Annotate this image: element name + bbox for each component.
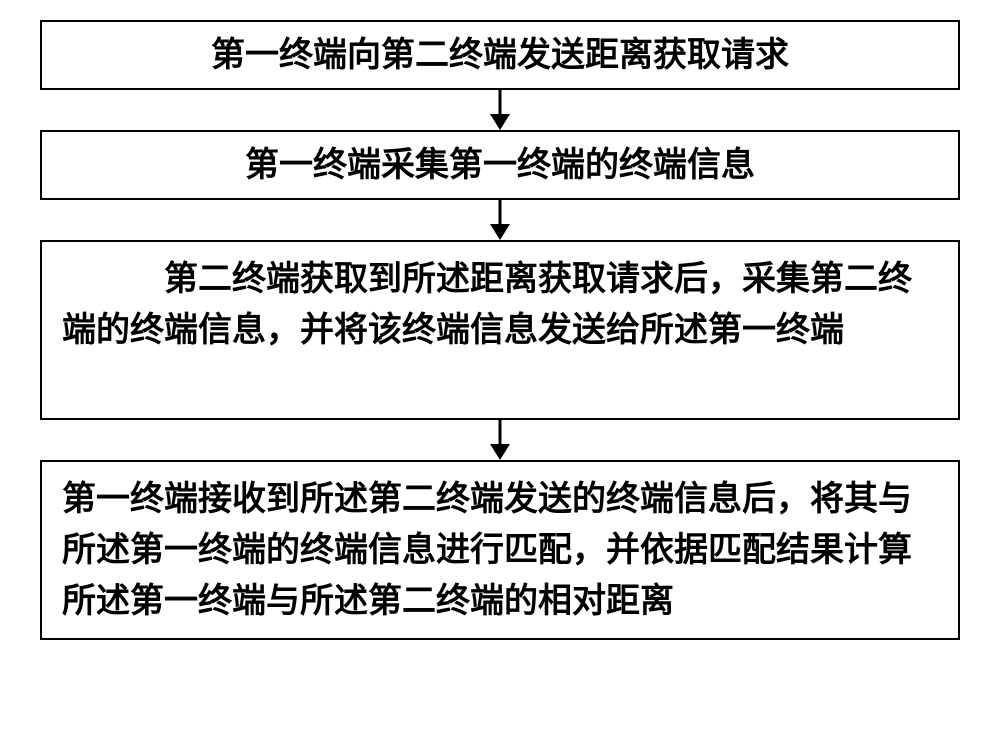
arrow-1 [40, 90, 960, 130]
arrow-2 [40, 200, 960, 240]
flow-step-4: 第一终端接收到所述第二终端发送的终端信息后，将其与所述第一终端的终端信息进行匹配… [40, 460, 960, 640]
flow-step-3-text: 第二终端获取到所述距离获取请求后，采集第二终端的终端信息，并将该终端信息发送给所… [62, 261, 912, 349]
arrow-down-icon [485, 420, 515, 460]
flow-step-1-text: 第一终端向第二终端发送距离获取请求 [211, 30, 789, 81]
flow-step-1: 第一终端向第二终端发送距离获取请求 [40, 20, 960, 90]
flow-step-2-text: 第一终端采集第一终端的终端信息 [245, 140, 755, 191]
arrow-down-icon [485, 90, 515, 130]
flow-step-3: 第二终端获取到所述距离获取请求后，采集第二终端的终端信息，并将该终端信息发送给所… [40, 240, 960, 420]
flow-step-2: 第一终端采集第一终端的终端信息 [40, 130, 960, 200]
flow-step-4-text: 第一终端接收到所述第二终端发送的终端信息后，将其与所述第一终端的终端信息进行匹配… [62, 481, 912, 620]
arrow-3 [40, 420, 960, 460]
arrow-down-icon [485, 200, 515, 240]
flowchart-container: 第一终端向第二终端发送距离获取请求 第一终端采集第一终端的终端信息 第二终端获取… [0, 0, 1000, 738]
